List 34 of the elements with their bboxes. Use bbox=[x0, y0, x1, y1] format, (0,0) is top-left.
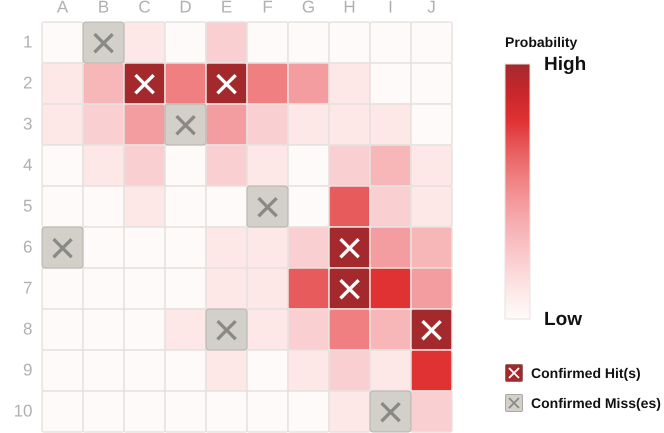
text: × bbox=[49, 222, 76, 274]
text: × bbox=[90, 16, 117, 68]
data-label: × bbox=[131, 58, 158, 110]
text: Confirmed Hit(s) bbox=[531, 365, 641, 381]
color-bar-label: High bbox=[544, 54, 586, 75]
x-tick-label: B bbox=[98, 0, 110, 16]
color-bar-label: Low bbox=[544, 309, 582, 330]
y-tick-label: 6 bbox=[23, 238, 32, 256]
y-tick-label: 7 bbox=[23, 278, 32, 298]
x-tick-label: F bbox=[262, 0, 273, 16]
x-tick-label: D bbox=[179, 0, 192, 16]
x-tick-label: A bbox=[56, 0, 69, 16]
y-tick-label: 9 bbox=[23, 360, 32, 380]
text: × bbox=[213, 304, 240, 356]
y-tick-label: 4 bbox=[23, 156, 32, 174]
y-tick-label: 5 bbox=[23, 196, 32, 216]
y-tick-label: 10 bbox=[14, 402, 32, 420]
color-bar-title: Probability bbox=[505, 34, 578, 50]
x-tick-label: G bbox=[302, 0, 316, 16]
text: Confirmed Miss(es) bbox=[531, 395, 661, 411]
text: × bbox=[172, 98, 199, 150]
y-tick-label: 3 bbox=[23, 114, 32, 134]
y-tick-label: 8 bbox=[23, 320, 32, 338]
x-tick-label: J bbox=[427, 0, 436, 16]
text: × bbox=[377, 386, 404, 433]
x-tick-label: I bbox=[388, 0, 393, 16]
data-label: × bbox=[213, 58, 240, 110]
x-tick-label: C bbox=[138, 0, 151, 16]
data-label: × bbox=[418, 304, 445, 356]
y-tick-label: 1 bbox=[23, 32, 32, 52]
x-tick-label: H bbox=[343, 0, 356, 16]
y-tick-label: 2 bbox=[23, 74, 32, 92]
x-tick-label: E bbox=[220, 0, 232, 16]
text: × bbox=[254, 180, 281, 232]
